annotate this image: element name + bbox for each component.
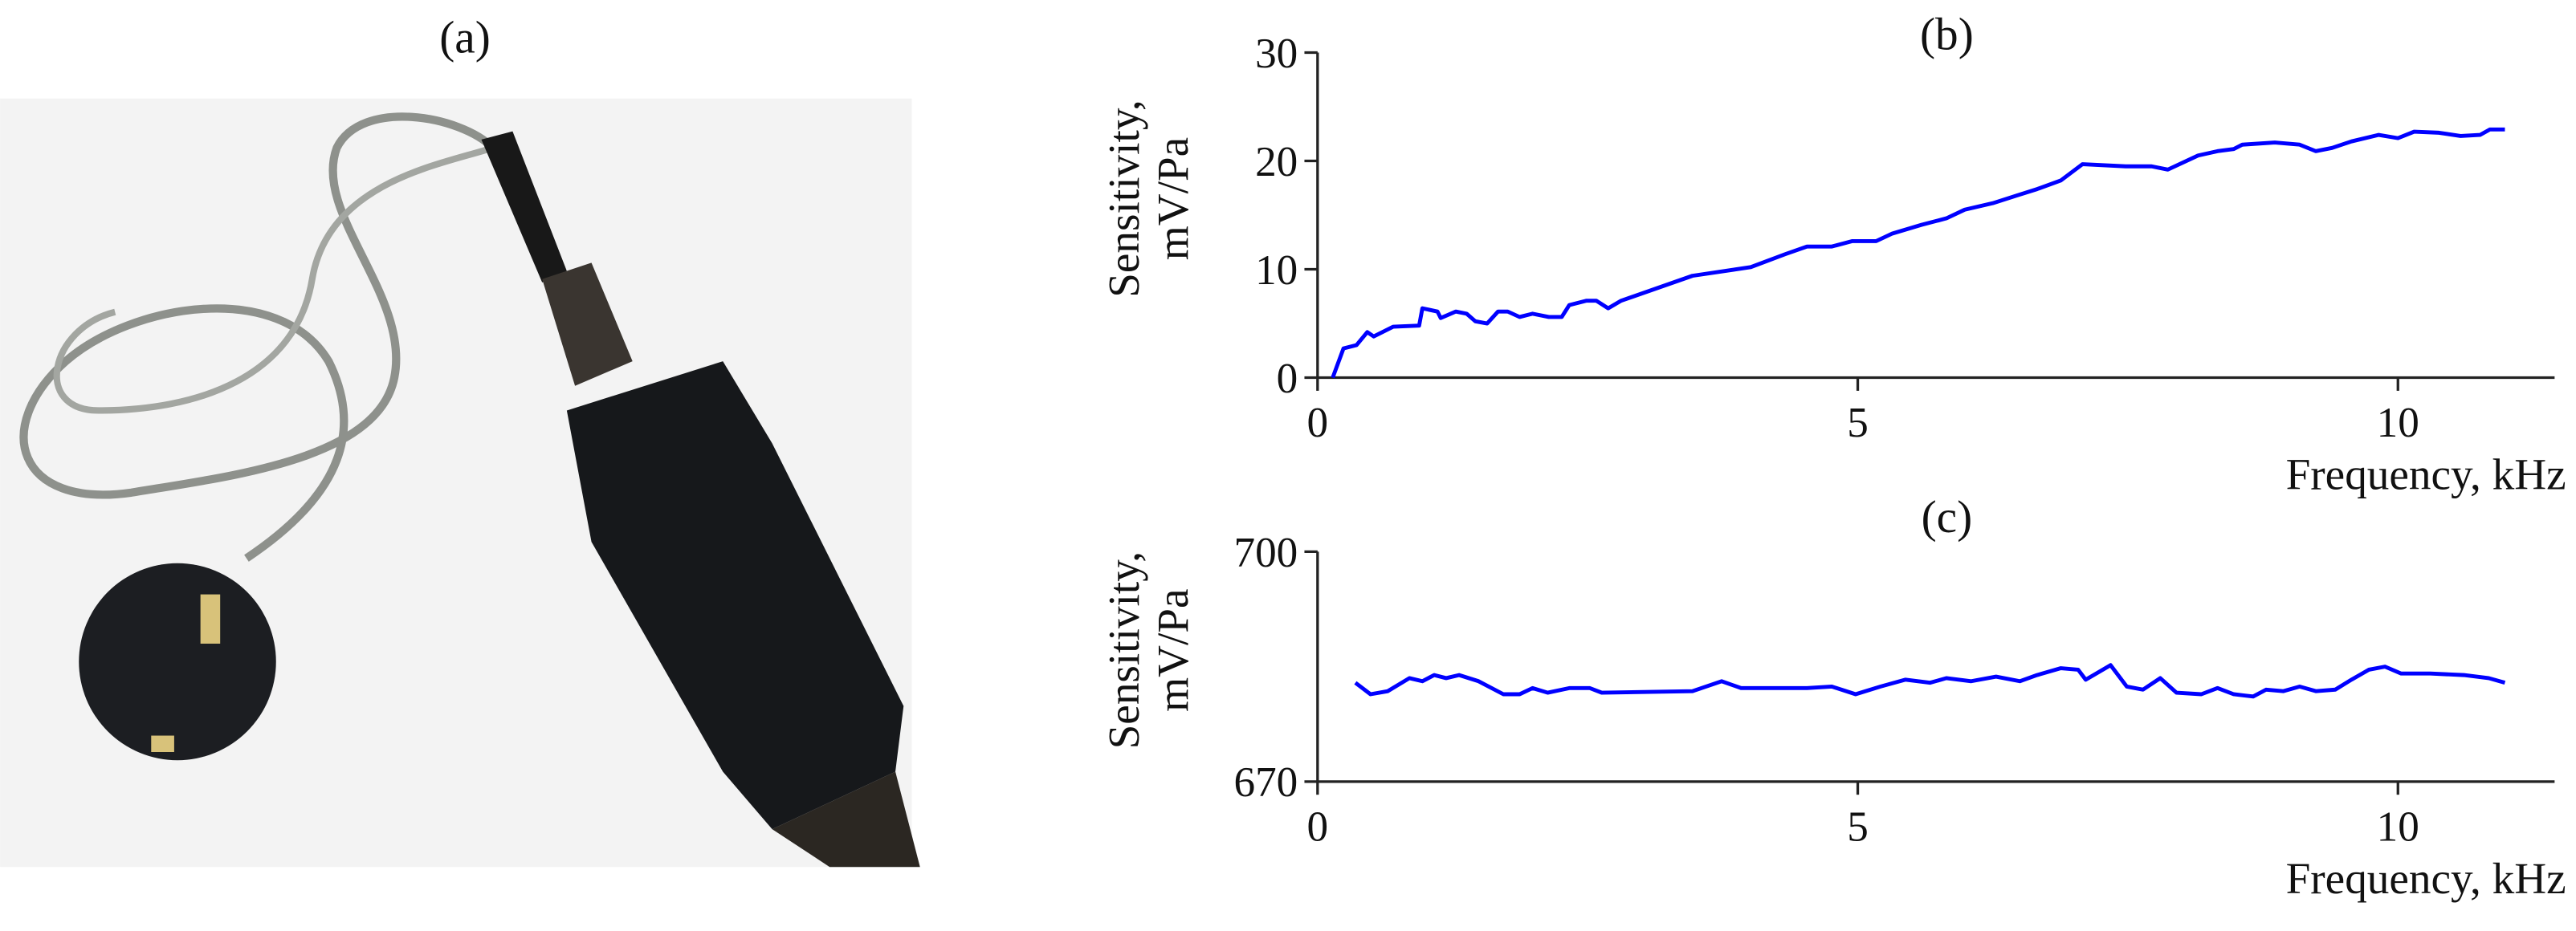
chart: 670 700 0 5 10 (c) Frequency, kHz Sensitivity, m… bbox=[1099, 492, 2566, 903]
photo-panel: (a) bbox=[0, 12, 920, 868]
x-tick-label: 5 bbox=[1847, 399, 1869, 446]
chart-title: (b) bbox=[1920, 9, 1974, 59]
y-axis-label: mV/Pa bbox=[1148, 588, 1197, 711]
tape bbox=[200, 594, 221, 644]
connector bbox=[481, 131, 567, 283]
panel-label: (a) bbox=[439, 12, 491, 63]
chart: 0 10 20 30 0 5 10 (b) Frequency, kHz Sensitivity,… bbox=[1099, 9, 2566, 498]
x-tick-label: 10 bbox=[2377, 399, 2419, 446]
data-line bbox=[1331, 127, 2505, 379]
data-line bbox=[1354, 663, 2506, 699]
tape bbox=[151, 735, 174, 753]
y-axis-label: Sensitivity, bbox=[1099, 551, 1148, 749]
body-end bbox=[772, 771, 920, 868]
y-tick-label: 0 bbox=[1277, 355, 1298, 402]
x-tick-label: 10 bbox=[2377, 803, 2419, 850]
y-tick-label: 30 bbox=[1255, 30, 1298, 77]
body bbox=[566, 361, 904, 830]
y-tick-label: 10 bbox=[1255, 246, 1298, 294]
x-tick-label: 0 bbox=[1307, 399, 1329, 446]
y-tick-label: 700 bbox=[1233, 529, 1298, 576]
y-tick-label: 670 bbox=[1233, 758, 1298, 806]
y-axis-label: mV/Pa bbox=[1148, 137, 1197, 260]
y-tick-label: 20 bbox=[1255, 138, 1298, 185]
x-tick-label: 5 bbox=[1847, 803, 1869, 850]
sphere bbox=[79, 563, 276, 761]
cable bbox=[19, 112, 496, 562]
x-axis-label: Frequency, kHz bbox=[2286, 450, 2566, 499]
y-axis-label: Sensitivity, bbox=[1099, 100, 1148, 297]
chart-title: (c) bbox=[1922, 492, 1973, 543]
cable bbox=[53, 144, 495, 414]
x-tick-label: 0 bbox=[1307, 803, 1329, 850]
x-axis-label: Frequency, kHz bbox=[2286, 854, 2566, 903]
connector bbox=[542, 262, 633, 386]
